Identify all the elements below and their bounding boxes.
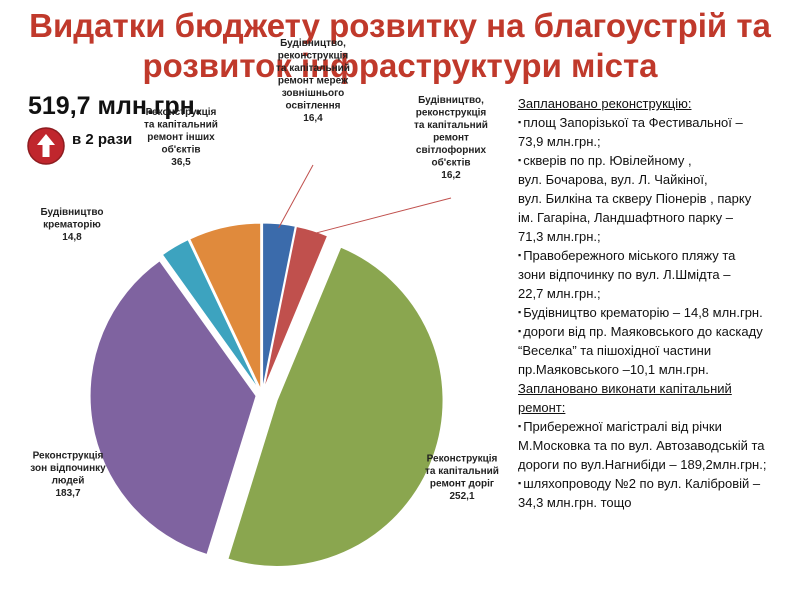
slice-label-line: освітлення (286, 101, 341, 112)
pie-slice (89, 260, 257, 556)
arrow-up-icon (27, 127, 65, 165)
slice-label-line: Реконструкція (427, 454, 498, 465)
slice-label: Будівництво крематорію 14,8 (41, 207, 104, 243)
slice-label-line: та капітальний (276, 63, 350, 74)
slice-label: Реконструкція зон відпочинку людей 183,7 (30, 451, 106, 500)
list-item-line: ▪ шляхопроводу №2 по вул. Калібровій – (518, 476, 761, 491)
slice-label-line: об'єктів (161, 144, 200, 156)
slice-label-line: крематорію (43, 220, 101, 231)
slice-value: 183,7 (55, 488, 80, 499)
pie-slice (189, 222, 262, 390)
bullet-icon: ▪ (518, 155, 522, 165)
list-item-line: дороги по вул.Нагнибіди – 189,2млн.грн.; (518, 457, 767, 472)
pie-slice (227, 246, 444, 567)
slice-label-line: та капітальний (144, 120, 218, 131)
slice-label-line: ремонт (433, 133, 469, 144)
slice-label-line: реконструкція (416, 108, 487, 119)
slice-value: 36,5 (171, 157, 191, 168)
slice-label-line: ремонт мереж (278, 76, 349, 87)
slice-label-line: зон відпочинку (30, 463, 106, 474)
bullet-icon: ▪ (518, 326, 522, 336)
slice-label-line: світлофорних (416, 144, 487, 156)
list-item-line: ▪ скверів по пр. Ювілейному , (518, 153, 692, 168)
slice-label-line: та капітальний (414, 120, 488, 131)
bullet-icon: ▪ (518, 250, 522, 260)
slice-label-line: Реконструкція (33, 451, 104, 462)
bullet-icon: ▪ (518, 478, 522, 488)
slice-value: 16,4 (303, 113, 323, 124)
slice-label-line: Будівництво (41, 207, 104, 218)
increase-label: в 2 рази (72, 131, 133, 148)
page-title: Видатки бюджету розвитку на благоустрій … (0, 6, 800, 86)
bullet-icon: ▪ (518, 117, 522, 127)
list-item-line: ▪ Будівництво крематорію – 14,8 млн.грн. (518, 305, 763, 320)
list-item-line: М.Московка та по вул. Автозаводській та (518, 438, 765, 453)
section-heading: ремонт: (518, 400, 566, 415)
list-item-line: “Веселка” та пішохідної частини (518, 343, 712, 358)
slice-label-line: Будівництво, (418, 95, 484, 106)
slice-label-line: реконструкція (278, 51, 349, 62)
leader-line (278, 164, 314, 229)
pie-slice (263, 225, 329, 390)
list-item-line: ▪ Прибережної магістралі від річки (518, 419, 722, 434)
section-heading: Заплановано виконати капітальний (518, 381, 732, 396)
list-item-line: ▪ дороги від пр. Маяковського до каскаду (518, 324, 763, 339)
bullet-icon: ▪ (518, 421, 522, 431)
slice-label-line: та капітальний (425, 466, 499, 477)
slice-value: 252,1 (449, 491, 474, 502)
pie-slice (262, 222, 296, 390)
slice-label-line: ремонт доріг (430, 479, 494, 490)
section-heading: Заплановано реконструкцію: (518, 96, 692, 111)
list-item-line: 73,9 млн.грн.; (518, 134, 601, 149)
plans-panel: Заплановано реконструкцію: ▪ площ Запорізь… (518, 94, 794, 512)
slice-label-line: людей (52, 476, 85, 487)
list-item-line: 34,3 млн.грн. тощо (518, 495, 632, 510)
slice-label: Будівництво, реконструкція та капітальний р… (276, 38, 350, 124)
slice-label-line: зовнішнього (282, 88, 345, 99)
total-amount: 519,7 млн.грн. (28, 92, 202, 120)
slice-value: 14,8 (62, 232, 82, 243)
slice-label-line: Будівництво, (280, 38, 346, 49)
leader-line (310, 197, 452, 235)
slice-label-line: об'єктів (431, 157, 470, 169)
title-line-2: розвиток інфраструктури міста (142, 47, 658, 84)
list-item-line: пр.Маяковського –10,1 млн.грн. (518, 362, 709, 377)
slice-label: Будівництво, реконструкція та капітальний р… (414, 95, 488, 181)
list-item-line: ім. Гагаріна, Ландшафтного парку – (518, 210, 733, 225)
title-line-1: Видатки бюджету розвитку на благоустрій … (29, 7, 771, 44)
list-item-line: 22,7 млн.грн.; (518, 286, 601, 301)
pie-slice (161, 239, 260, 391)
list-item-line: ▪ Правобережного міського пляжу та (518, 248, 736, 263)
increase-badge (26, 126, 66, 171)
list-item-line: 71,3 млн.грн.; (518, 229, 601, 244)
list-item-line: зони відпочинку по вул. Л.Шмідта – (518, 267, 731, 282)
slice-label-line: ремонт інших (147, 132, 215, 143)
list-item-line: вул. Билкіна та скверу Піонерів , парку (518, 191, 752, 206)
slice-value: 16,2 (441, 170, 461, 181)
slice-label: Реконструкція та капітальний ремонт інших о… (144, 107, 218, 168)
slice-label-line: Реконструкція (146, 107, 217, 118)
bullet-icon: ▪ (518, 307, 522, 317)
slice-label: Реконструкція та капітальний ремонт доріг 2… (425, 454, 499, 503)
list-item-line: вул. Бочарова, вул. Л. Чайкіної, (518, 172, 708, 187)
list-item-line: ▪ площ Запорізької та Фестивальної – (518, 115, 743, 130)
